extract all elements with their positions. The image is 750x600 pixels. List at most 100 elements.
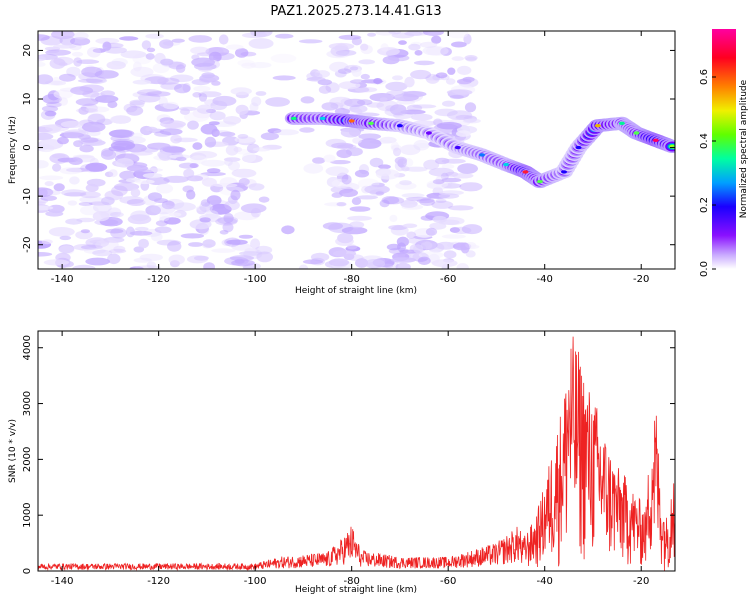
noise-blob	[68, 157, 83, 166]
noise-blob	[340, 127, 361, 138]
noise-blob	[182, 185, 194, 193]
x-tick-label: -20	[633, 576, 649, 587]
noise-blob	[105, 228, 124, 234]
noise-blob	[281, 225, 295, 235]
noise-blob	[302, 259, 324, 265]
noise-blob	[204, 136, 217, 148]
y-tick-label: 2000	[22, 447, 33, 472]
noise-blob	[39, 175, 64, 181]
noise-blob	[145, 91, 171, 97]
noise-blob	[242, 152, 257, 163]
noise-blob	[49, 58, 66, 69]
noise-blob	[92, 48, 106, 53]
noise-blob	[205, 210, 219, 219]
ridge-point	[425, 131, 432, 135]
noise-blob	[456, 263, 469, 269]
noise-blob	[325, 82, 340, 93]
noise-blob	[361, 185, 371, 194]
noise-blob	[138, 93, 161, 103]
noise-blob	[154, 226, 172, 234]
noise-blob	[211, 248, 236, 253]
noise-blob	[201, 177, 217, 187]
noise-blob	[419, 197, 436, 206]
noise-blob	[306, 76, 326, 82]
noise-blob	[38, 132, 54, 141]
noise-blob	[230, 189, 241, 201]
noise-blob	[222, 222, 234, 233]
noise-blob	[81, 244, 103, 250]
noise-blob	[330, 45, 350, 57]
noise-blob	[386, 243, 401, 251]
noise-blob	[63, 129, 89, 139]
noise-blob	[351, 197, 362, 206]
noise-blob	[147, 192, 163, 202]
noise-blob	[71, 51, 84, 57]
colorbar-tick-label: 0.0	[699, 261, 710, 277]
noise-blob	[208, 121, 220, 126]
noise-blob	[154, 131, 172, 137]
noise-blob	[300, 96, 315, 104]
noise-blob	[191, 57, 216, 68]
noise-blob	[130, 188, 141, 198]
ridge-point	[290, 116, 297, 121]
noise-blob	[134, 179, 155, 185]
noise-blob	[67, 200, 78, 206]
noise-blob	[360, 43, 369, 51]
noise-blob	[449, 227, 460, 233]
noise-blob	[145, 205, 161, 216]
noise-blob	[391, 257, 416, 263]
noise-blob	[76, 108, 99, 114]
y-tick-label: -10	[22, 188, 33, 204]
noise-blob	[420, 241, 433, 250]
noise-blob	[350, 79, 366, 84]
noise-blob	[130, 210, 150, 222]
noise-blob	[129, 266, 144, 269]
noise-blob	[401, 91, 427, 98]
noise-blob	[43, 259, 70, 266]
noise-blob	[151, 232, 163, 242]
noise-blob	[38, 201, 46, 206]
noise-blob	[414, 50, 423, 56]
noise-blob	[113, 245, 126, 253]
noise-blob	[73, 57, 83, 67]
noise-blob	[325, 166, 349, 177]
noise-blob	[79, 144, 94, 153]
noise-blob	[330, 160, 351, 165]
noise-blob	[189, 163, 199, 169]
noise-blob	[132, 91, 148, 98]
noise-blob	[213, 183, 238, 188]
y-tick-label: 4000	[22, 335, 33, 360]
noise-blob	[51, 31, 75, 40]
noise-blob	[126, 164, 148, 172]
noise-blob	[321, 102, 339, 111]
noise-blob	[413, 60, 435, 66]
x-tick-label: -100	[244, 274, 267, 285]
noise-blob	[228, 160, 240, 171]
noise-blob	[375, 169, 400, 180]
noise-blob	[65, 218, 83, 225]
noise-blob	[198, 66, 213, 72]
noise-blob	[211, 80, 221, 86]
noise-blob	[46, 101, 62, 108]
noise-blob	[381, 196, 400, 205]
noise-blob	[53, 56, 74, 66]
snr-xlabel: Height of straight line (km)	[295, 585, 417, 595]
noise-blob	[146, 47, 156, 53]
x-tick-label: -140	[51, 274, 74, 285]
noise-blob	[349, 221, 365, 229]
noise-blob	[318, 85, 332, 94]
noise-blob	[223, 116, 242, 125]
noise-blob	[60, 120, 84, 128]
noise-blob	[377, 47, 400, 56]
noise-blob	[52, 44, 77, 49]
noise-blob	[85, 257, 111, 266]
noise-blob	[328, 258, 350, 267]
noise-blob	[66, 66, 81, 77]
spectrogram-frame	[37, 30, 676, 270]
noise-blob	[234, 211, 260, 221]
noise-blob	[330, 185, 354, 194]
noise-blob	[413, 244, 424, 254]
noise-blob	[206, 195, 222, 206]
ridge-point	[536, 179, 543, 184]
